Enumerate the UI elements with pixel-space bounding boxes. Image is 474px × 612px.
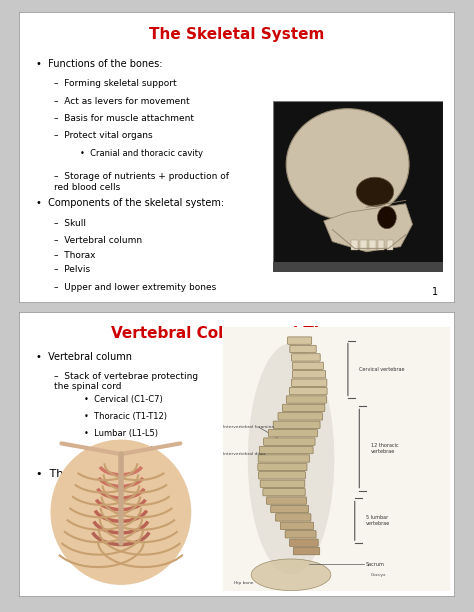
Text: Intervertebral foramina: Intervertebral foramina [223, 425, 274, 430]
Text: •  Cranial and thoracic cavity: • Cranial and thoracic cavity [80, 149, 203, 158]
FancyBboxPatch shape [290, 539, 318, 547]
FancyBboxPatch shape [258, 463, 307, 471]
FancyBboxPatch shape [263, 488, 305, 496]
Ellipse shape [248, 343, 334, 575]
FancyBboxPatch shape [288, 337, 312, 345]
Text: •  Functions of the bones:: • Functions of the bones: [36, 59, 163, 69]
Bar [273, 262, 443, 272]
FancyBboxPatch shape [293, 547, 319, 555]
Text: –  Basis for muscle attachment: – Basis for muscle attachment [54, 114, 194, 123]
Ellipse shape [286, 109, 409, 220]
Text: •  Vertebral column: • Vertebral column [36, 352, 132, 362]
Text: Intervertebral discs: Intervertebral discs [223, 452, 265, 456]
Text: Cervical vertebrae: Cervical vertebrae [359, 367, 405, 372]
Ellipse shape [251, 559, 331, 591]
Ellipse shape [377, 206, 396, 229]
Text: –  Pelvis: – Pelvis [54, 265, 90, 274]
Text: •  Thoracic (T1-T12): • Thoracic (T1-T12) [84, 412, 167, 420]
FancyBboxPatch shape [283, 405, 325, 412]
FancyBboxPatch shape [286, 396, 327, 403]
Text: 5 lumbar
vertebrae: 5 lumbar vertebrae [366, 515, 391, 526]
FancyBboxPatch shape [292, 371, 326, 378]
FancyBboxPatch shape [292, 354, 320, 361]
Text: –  Skull: – Skull [54, 218, 86, 228]
Text: •  Components of the skeletal system:: • Components of the skeletal system: [36, 198, 225, 208]
Text: The Skeletal System: The Skeletal System [149, 27, 325, 42]
FancyBboxPatch shape [19, 312, 455, 597]
Text: 12 thoracic
vertebrae: 12 thoracic vertebrae [371, 443, 398, 454]
Bar [369, 240, 375, 250]
Text: •  Lumbar (L1-L5): • Lumbar (L1-L5) [84, 429, 158, 438]
Bar [360, 240, 367, 250]
Text: –  Forming skeletal support: – Forming skeletal support [54, 79, 176, 88]
Bar [378, 240, 384, 250]
FancyBboxPatch shape [19, 12, 455, 303]
Text: •  Thorax: • Thorax [36, 469, 89, 479]
Text: –  Act as levers for movement: – Act as levers for movement [54, 97, 190, 105]
FancyBboxPatch shape [289, 387, 327, 395]
FancyBboxPatch shape [264, 438, 315, 446]
FancyBboxPatch shape [292, 379, 327, 386]
Text: –  Vertebral column: – Vertebral column [54, 236, 142, 245]
Text: 1: 1 [431, 287, 438, 297]
Ellipse shape [356, 177, 394, 206]
Bar [386, 240, 393, 250]
FancyBboxPatch shape [275, 513, 311, 521]
Bar [351, 240, 358, 250]
FancyBboxPatch shape [273, 101, 443, 272]
FancyBboxPatch shape [268, 430, 318, 437]
Text: –  Protect vital organs: – Protect vital organs [54, 132, 153, 140]
Text: Hip bone: Hip bone [234, 581, 254, 584]
Text: –  Sternum: – Sternum [54, 491, 103, 501]
FancyBboxPatch shape [260, 480, 305, 487]
FancyBboxPatch shape [278, 412, 323, 420]
Text: –  Storage of nutrients + production of
red blood cells: – Storage of nutrients + production of r… [54, 172, 229, 192]
FancyBboxPatch shape [271, 506, 309, 513]
FancyBboxPatch shape [290, 345, 316, 353]
FancyBboxPatch shape [266, 497, 307, 504]
FancyBboxPatch shape [292, 362, 323, 370]
FancyBboxPatch shape [258, 455, 310, 462]
Text: •  Cervical (C1-C7): • Cervical (C1-C7) [84, 395, 163, 404]
FancyBboxPatch shape [258, 472, 305, 479]
Text: –  Ribs: – Ribs [54, 509, 83, 518]
Text: Coccyx: Coccyx [371, 573, 386, 577]
FancyBboxPatch shape [280, 522, 313, 529]
FancyBboxPatch shape [273, 421, 320, 428]
Text: Sacrum: Sacrum [366, 562, 385, 567]
FancyBboxPatch shape [285, 531, 316, 538]
FancyBboxPatch shape [223, 327, 450, 591]
Text: –  Stack of vertebrae protecting
the spinal cord: – Stack of vertebrae protecting the spin… [54, 372, 198, 391]
Text: •  Sacral (S1-S5): • Sacral (S1-S5) [84, 446, 154, 455]
Text: –  Upper and lower extremity bones: – Upper and lower extremity bones [54, 283, 216, 291]
Polygon shape [324, 204, 412, 252]
Text: –  Thorax: – Thorax [54, 251, 95, 259]
FancyBboxPatch shape [259, 446, 313, 453]
Ellipse shape [50, 439, 191, 585]
Text: Vertebral Column and Thorax: Vertebral Column and Thorax [111, 326, 363, 341]
